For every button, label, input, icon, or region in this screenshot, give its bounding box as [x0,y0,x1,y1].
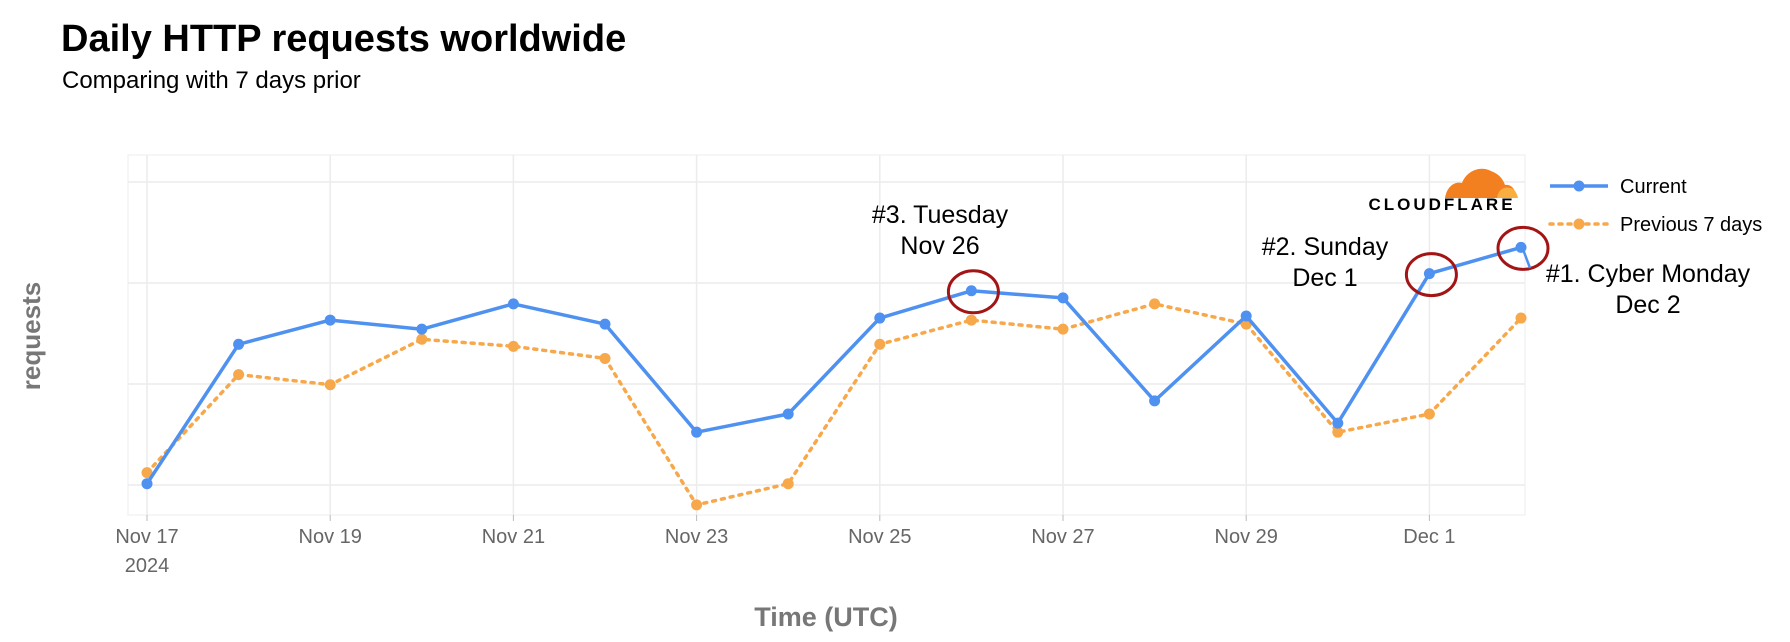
data-point-previous-7-days [874,338,886,350]
x-tick-label: Nov 29 [1215,526,1278,548]
legend-label-current: Current [1620,176,1687,198]
data-point-previous-7-days [1423,408,1435,420]
legend-marker-previous-7-days [1573,218,1585,230]
logo-text: CLOUDFLARE [1368,195,1515,214]
data-point-previous-7-days [1515,312,1527,324]
x-tick-label: Dec 1 [1403,526,1455,548]
annotation-label: #3. Tuesday [872,201,1009,229]
data-point-previous-7-days [1149,298,1161,310]
data-point-previous-7-days [1057,323,1069,335]
annotation-label: #2. Sunday [1262,233,1389,261]
data-point-current [1423,268,1435,280]
annotation-label: Nov 26 [900,232,979,260]
annotation-label: Dec 2 [1615,291,1680,319]
legend-label-previous-7-days: Previous 7 days [1620,214,1762,236]
x-tick-sublabel: 2024 [125,555,170,577]
data-point-previous-7-days [1332,426,1344,438]
data-point-current [416,323,428,335]
data-point-current [965,285,977,297]
axes: Nov 17 Nov 19 Nov 21 Nov 23 Nov 25 Nov 27 Nov … [16,282,1456,632]
x-tick-label: Nov 17 [115,526,178,548]
x-tick-label: Nov 25 [848,526,911,548]
x-tick-label: Nov 23 [665,526,728,548]
annotation-label: Dec 1 [1292,264,1357,292]
data-point-current [1332,417,1344,429]
x-axis-title: Time (UTC) [754,602,898,632]
y-axis-title: requests [16,282,46,390]
data-point-current [141,478,153,490]
data-point-previous-7-days [782,478,794,490]
data-point-current [1057,292,1069,304]
data-point-current [599,318,611,330]
series-line-current [145,245,1522,485]
grid [127,154,1526,516]
plot-border [127,154,1526,516]
series-previous-7-days [141,298,1527,511]
annotation-pointer [1521,248,1532,269]
data-point-previous-7-days [233,369,245,381]
series-line-previous-7-days [145,302,1523,507]
chart-subtitle: Comparing with 7 days prior [62,67,361,94]
data-point-previous-7-days [965,314,977,326]
data-point-previous-7-days [507,340,519,352]
legend: Current Previous 7 days [1548,176,1762,236]
data-point-current [507,298,519,310]
x-tick-label: Nov 21 [482,526,545,548]
data-point-current [1149,395,1161,407]
x-tick-label: Nov 27 [1031,526,1094,548]
highlight-circle [946,269,1000,315]
data-point-previous-7-days [324,379,336,391]
data-point-current [324,314,336,326]
data-point-current [1240,310,1252,322]
annotation-label: #1. Cyber Monday [1546,260,1751,288]
cloudflare-logo: CLOUDFLARE [1368,168,1518,214]
data-point-previous-7-days [599,352,611,364]
legend-marker-current [1573,180,1585,192]
data-point-current [782,408,794,420]
annotations: #3. Tuesday Nov 26 #2. Sunday Dec 1 #1. Cybe… [872,201,1751,319]
data-point-previous-7-days [691,499,703,511]
data-point-current [233,338,245,350]
cloud-icon [1445,168,1518,198]
x-tick-label: Nov 19 [299,526,362,548]
series-current [141,241,1527,490]
data-point-current [874,312,886,324]
data-point-previous-7-days [141,467,153,479]
chart-title: Daily HTTP requests worldwide [61,18,627,60]
data-point-current [691,426,703,438]
highlight-circle [1404,252,1458,298]
highlight-circle [1496,225,1550,271]
data-point-previous-7-days [416,333,428,345]
